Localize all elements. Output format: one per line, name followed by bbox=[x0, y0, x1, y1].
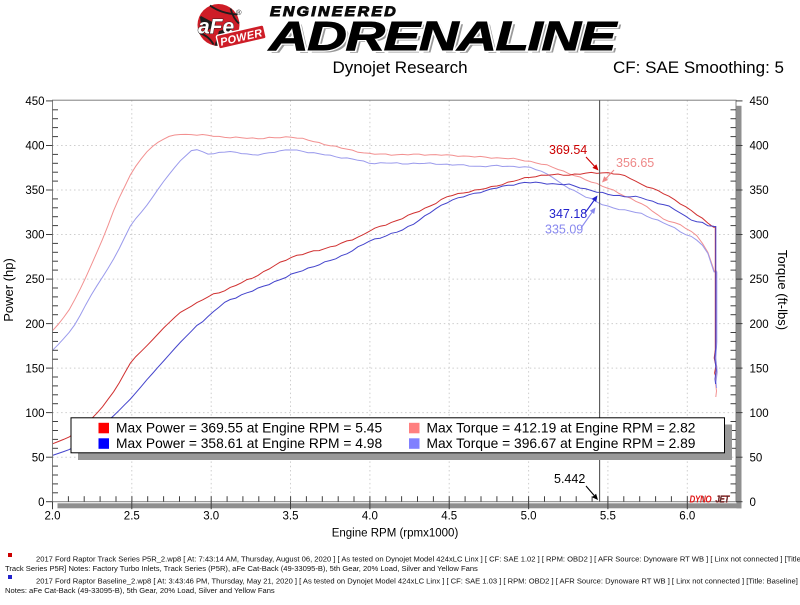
svg-text:Max Torque = 412.19 at Engine: Max Torque = 412.19 at Engine RPM = 2.82 bbox=[427, 421, 696, 436]
svg-text:250: 250 bbox=[750, 274, 769, 286]
svg-text:4.5: 4.5 bbox=[441, 511, 457, 523]
svg-text:350: 350 bbox=[25, 185, 44, 197]
svg-text:JET: JET bbox=[715, 493, 730, 504]
svg-text:ENGINEERED: ENGINEERED bbox=[270, 4, 398, 19]
svg-text:Max Torque = 396.67 at Engine: Max Torque = 396.67 at Engine RPM = 2.89 bbox=[427, 436, 696, 451]
svg-text:300: 300 bbox=[750, 230, 769, 242]
svg-text:50: 50 bbox=[750, 452, 763, 464]
svg-text:ADRENALINE: ADRENALINE bbox=[268, 13, 619, 59]
svg-text:Power (hp): Power (hp) bbox=[1, 258, 16, 322]
svg-text:300: 300 bbox=[25, 230, 44, 242]
svg-text:DYNO: DYNO bbox=[690, 493, 713, 504]
svg-text:Track Series P5R] Notes: Fact: Track Series P5R] Notes: Factory Turbo I… bbox=[5, 564, 478, 573]
svg-text:347.18: 347.18 bbox=[549, 207, 587, 221]
svg-text:Max Power = 369.55 at Engine R: Max Power = 369.55 at Engine RPM = 5.45 bbox=[116, 421, 382, 436]
svg-text:200: 200 bbox=[750, 319, 769, 331]
svg-text:0: 0 bbox=[38, 497, 44, 509]
svg-text:369.54: 369.54 bbox=[549, 143, 587, 157]
svg-text:ADRENALINE: ADRENALINE bbox=[271, 16, 622, 62]
svg-text:400: 400 bbox=[25, 141, 44, 153]
svg-text:100: 100 bbox=[750, 408, 769, 420]
svg-text:3.5: 3.5 bbox=[283, 511, 299, 523]
svg-text:3.0: 3.0 bbox=[203, 511, 219, 523]
svg-text:450: 450 bbox=[750, 96, 769, 108]
svg-text:5.442: 5.442 bbox=[554, 472, 585, 486]
svg-text:0: 0 bbox=[750, 497, 756, 509]
svg-text:Torque (ft-lbs): Torque (ft-lbs) bbox=[775, 250, 790, 330]
svg-text:Engine RPM (rpmx1000): Engine RPM (rpmx1000) bbox=[332, 528, 459, 540]
svg-text:CF: SAE Smoothing: 5: CF: SAE Smoothing: 5 bbox=[613, 58, 784, 77]
svg-text:Dynojet Research: Dynojet Research bbox=[332, 58, 467, 77]
svg-text:200: 200 bbox=[25, 319, 44, 331]
svg-text:2017 Ford Raptor Track Series: 2017 Ford Raptor Track Series P5R_2.wp8 … bbox=[36, 555, 800, 564]
svg-text:335.09: 335.09 bbox=[545, 223, 583, 237]
svg-text:250: 250 bbox=[25, 274, 44, 286]
svg-text:5.0: 5.0 bbox=[521, 511, 537, 523]
svg-text:2.5: 2.5 bbox=[124, 511, 140, 523]
svg-text:5.5: 5.5 bbox=[600, 511, 616, 523]
svg-text:2.0: 2.0 bbox=[45, 511, 61, 523]
svg-text:Notes: aFe Cat-Back (49-33095-: Notes: aFe Cat-Back (49-33095-B), 5th Ge… bbox=[5, 586, 275, 595]
svg-text:50: 50 bbox=[32, 452, 45, 464]
svg-text:2017 Ford Raptor Baseline_2.wp: 2017 Ford Raptor Baseline_2.wp8 [ At: 3:… bbox=[36, 577, 798, 586]
svg-text:356.65: 356.65 bbox=[616, 156, 654, 170]
svg-text:450: 450 bbox=[25, 96, 44, 108]
svg-text:4.0: 4.0 bbox=[362, 511, 378, 523]
svg-text:150: 150 bbox=[750, 363, 769, 375]
svg-text:6.0: 6.0 bbox=[679, 511, 695, 523]
svg-text:ADRENALINE: ADRENALINE bbox=[268, 13, 619, 59]
svg-text:150: 150 bbox=[25, 363, 44, 375]
svg-text:100: 100 bbox=[25, 408, 44, 420]
svg-text:350: 350 bbox=[750, 185, 769, 197]
svg-text:Max Power = 358.61 at Engine R: Max Power = 358.61 at Engine RPM = 4.98 bbox=[116, 436, 382, 451]
svg-text:400: 400 bbox=[750, 141, 769, 153]
svg-text:®: ® bbox=[236, 8, 242, 17]
